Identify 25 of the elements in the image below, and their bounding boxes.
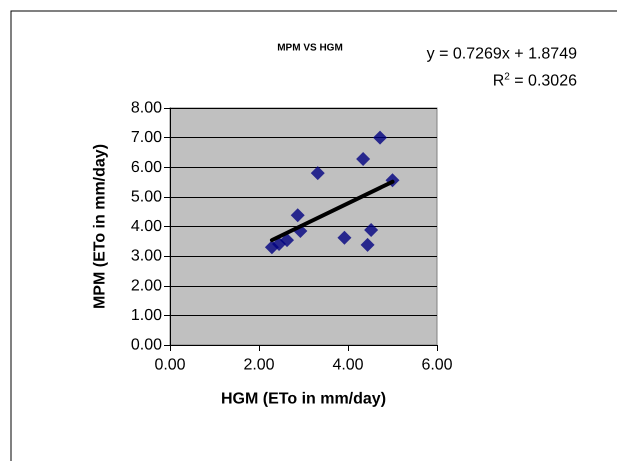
point [364, 223, 378, 238]
point [356, 152, 370, 166]
x-axis-title: HGM (ETo in mm/day) [220, 390, 386, 408]
x-tick-label: 4.00 [332, 356, 364, 374]
point [280, 233, 294, 248]
x-tick-label: 0.00 [154, 356, 186, 374]
y-tick-label: 8.00 [130, 100, 162, 116]
text: y = 0.7269x + 1.8749 [426, 46, 578, 62]
point [337, 230, 352, 245]
point [310, 166, 325, 180]
y-axis-title: MPM (ETo in mm/day) [92, 144, 108, 310]
point [290, 208, 305, 222]
y-tick-label: 6.00 [130, 158, 162, 176]
y-tick-label: 7.00 [130, 129, 162, 146]
point [360, 238, 375, 252]
chart-title: MPM VS HGM [277, 42, 343, 54]
y-tick-label: 0.00 [130, 336, 162, 354]
x-tick-label: 2.00 [243, 356, 275, 374]
y-tick-label: 2.00 [130, 277, 162, 294]
point [373, 130, 388, 145]
y-tick-label: 1.00 [130, 306, 162, 324]
y-tick-label: 5.00 [130, 188, 162, 206]
y-tick-label: 4.00 [130, 218, 162, 235]
x-tick-label: 6.00 [421, 356, 453, 374]
y-tick-label: 3.00 [130, 248, 162, 265]
